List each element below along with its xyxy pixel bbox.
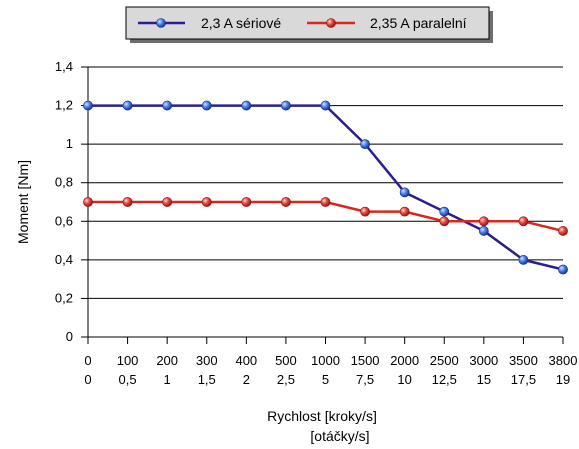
x-tick-label-secondary: 2 bbox=[243, 372, 250, 387]
x-tick-label-primary: 500 bbox=[275, 353, 297, 368]
legend-marker-series-2 bbox=[326, 18, 336, 28]
y-tick-label: 0,8 bbox=[55, 175, 73, 190]
y-tick-label: 1 bbox=[66, 136, 73, 151]
series-2-point bbox=[518, 216, 529, 227]
x-tick-label-primary: 1000 bbox=[311, 353, 340, 368]
x-tick-label-secondary: 0 bbox=[84, 372, 91, 387]
series-1-point bbox=[439, 206, 450, 217]
series-1-point bbox=[201, 100, 212, 111]
chart-legend: 2,3 A sériové 2,35 A paralelní bbox=[125, 6, 493, 43]
label-layer: 00,20,40,60,811,21,4001000,520013001,540… bbox=[55, 59, 578, 387]
y-axis-label: Moment [Nm] bbox=[15, 160, 31, 244]
legend-label-series-1: 2,3 A sériové bbox=[201, 15, 281, 31]
y-tick-label: 0,6 bbox=[55, 213, 73, 228]
x-tick-label-secondary: 17,5 bbox=[511, 372, 536, 387]
series-2-point bbox=[320, 197, 331, 207]
x-tick-label-secondary: 19 bbox=[556, 372, 570, 387]
x-tick-label-primary: 3500 bbox=[509, 353, 538, 368]
y-tick-label: 1,2 bbox=[55, 98, 73, 113]
series-1-point bbox=[399, 187, 410, 198]
y-tick-label: 0,4 bbox=[55, 252, 73, 267]
series-1-point bbox=[241, 100, 252, 111]
x-tick-label-primary: 3800 bbox=[549, 353, 578, 368]
x-tick-label-primary: 300 bbox=[196, 353, 218, 368]
y-tick-label: 0,2 bbox=[55, 290, 73, 305]
series-1-point bbox=[320, 100, 331, 111]
series-2-point bbox=[162, 197, 173, 207]
legend-label-series-2: 2,35 A paralelní bbox=[370, 15, 467, 31]
x-tick-label-secondary: 2,5 bbox=[277, 372, 295, 387]
x-tick-label-secondary: 12,5 bbox=[432, 372, 457, 387]
series-2-point bbox=[439, 216, 450, 227]
series-2-point bbox=[281, 197, 291, 207]
x-tick-label-secondary: 10 bbox=[397, 372, 411, 387]
series-2-point bbox=[83, 197, 93, 207]
x-tick-label-primary: 3000 bbox=[469, 353, 498, 368]
series-2-point bbox=[399, 206, 410, 217]
series-1-point bbox=[518, 254, 529, 265]
x-axis-label-secondary: [otáčky/s] bbox=[310, 428, 369, 444]
series-1-point bbox=[83, 100, 93, 111]
series-2-point bbox=[122, 197, 133, 207]
series-2-point bbox=[478, 216, 489, 227]
series-layer bbox=[83, 100, 568, 275]
series-2-point bbox=[241, 197, 252, 207]
x-tick-label-primary: 2000 bbox=[390, 353, 419, 368]
legend-marker-series-1 bbox=[156, 18, 166, 28]
x-tick-label-primary: 200 bbox=[156, 353, 178, 368]
x-tick-label-secondary: 1,5 bbox=[198, 372, 216, 387]
series-2-point bbox=[201, 197, 212, 207]
x-tick-label-secondary: 1 bbox=[164, 372, 171, 387]
x-tick-label-primary: 100 bbox=[117, 353, 139, 368]
y-tick-label: 1,4 bbox=[55, 59, 73, 74]
series-2-point bbox=[360, 206, 370, 217]
series-1-point bbox=[478, 226, 489, 236]
x-tick-label-primary: 1500 bbox=[351, 353, 380, 368]
series-2-point bbox=[558, 226, 568, 236]
x-tick-label-secondary: 7,5 bbox=[356, 372, 374, 387]
x-tick-label-secondary: 5 bbox=[322, 372, 329, 387]
y-tick-label: 0 bbox=[66, 329, 73, 344]
series-1-point bbox=[281, 100, 291, 111]
x-tick-label-primary: 2500 bbox=[430, 353, 459, 368]
series-1-point bbox=[122, 100, 133, 111]
x-tick-label-secondary: 0,5 bbox=[119, 372, 137, 387]
series-1-point bbox=[558, 264, 568, 275]
x-tick-label-primary: 0 bbox=[84, 353, 91, 368]
x-tick-label-primary: 400 bbox=[235, 353, 257, 368]
x-axis-label-primary: Rychlost [kroky/s] bbox=[267, 408, 377, 424]
series-line-1 bbox=[86, 104, 565, 271]
series-1-point bbox=[360, 139, 370, 150]
x-tick-label-secondary: 15 bbox=[477, 372, 491, 387]
series-1-point bbox=[162, 100, 173, 111]
